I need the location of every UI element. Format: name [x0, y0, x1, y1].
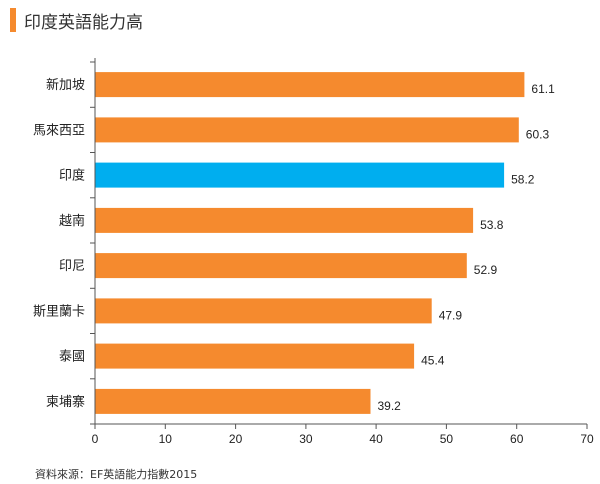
- value-label: 53.8: [480, 218, 504, 232]
- axis-layer: 新加坡 61.1 馬來西亞 60.3 印度 58.2 越南 53.8 印尼 52.9 斯里蘭卡 47.…: [33, 58, 594, 446]
- source-note: 資料來源：EF英語能力指數2015: [35, 468, 198, 481]
- bar-2: [95, 117, 519, 143]
- x-tick-label: 60: [510, 432, 524, 446]
- value-label: 47.9: [439, 308, 463, 322]
- x-tick-label: 50: [440, 432, 454, 446]
- value-label: 52.9: [474, 263, 498, 277]
- bars-layer: [95, 72, 525, 414]
- bar-7: [95, 343, 415, 369]
- category-label: 馬來西亞: [33, 123, 85, 138]
- value-label: 60.3: [526, 127, 550, 141]
- x-tick-label: 10: [159, 432, 173, 446]
- category-label: 印度: [59, 168, 85, 184]
- x-tick-label: 0: [92, 432, 99, 446]
- category-label: 泰國: [59, 350, 85, 365]
- category-label: 柬埔寨: [46, 394, 85, 410]
- category-label: 越南: [59, 213, 85, 229]
- category-label: 印尼: [59, 259, 85, 274]
- title-marker: [10, 8, 16, 32]
- bar-1: [95, 72, 525, 98]
- bar-3: [95, 162, 505, 188]
- bar-8: [95, 388, 371, 414]
- value-label: 58.2: [511, 173, 535, 187]
- value-label: 39.2: [378, 399, 402, 413]
- category-label: 斯里蘭卡: [33, 303, 85, 319]
- x-tick-label: 30: [299, 432, 313, 446]
- x-tick-label: 40: [369, 432, 383, 446]
- value-label: 45.4: [421, 354, 445, 368]
- x-tick-label: 70: [580, 432, 594, 446]
- bar-5: [95, 253, 467, 279]
- title-block: 印度英語能力高: [10, 7, 143, 33]
- value-label: 61.1: [531, 82, 555, 96]
- bar-4: [95, 207, 474, 233]
- x-tick-label: 20: [229, 432, 243, 446]
- chart-title: 印度英語能力高: [24, 12, 143, 33]
- bar-6: [95, 298, 432, 324]
- category-label: 新加坡: [46, 77, 85, 93]
